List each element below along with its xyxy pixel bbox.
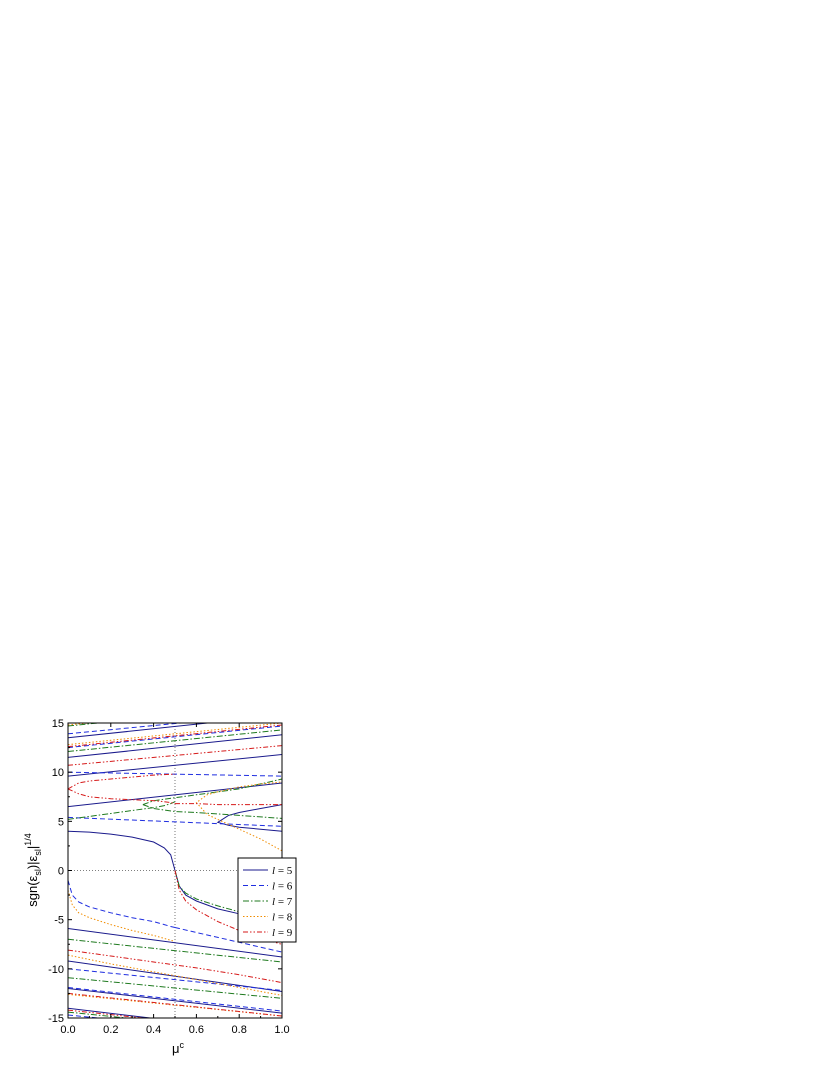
series-line-segment: [68, 1007, 155, 1018]
series-line-segment: [68, 724, 282, 748]
series-line-segment: [68, 723, 93, 726]
series-line-segment: [195, 781, 282, 852]
y-title-sub-1: sl: [33, 869, 43, 876]
x-tick-label: 1.0: [274, 1024, 289, 1036]
series-line-segment: [174, 927, 282, 953]
legend-box: [237, 857, 297, 943]
series-line-segment: [68, 745, 282, 766]
series-line-segment: [68, 725, 282, 749]
legend-label-italic: l: [272, 927, 275, 939]
y-title-sub-2: sl: [33, 849, 43, 856]
y-tick-label: -15: [48, 1013, 64, 1025]
y-title-part-2: )|ε: [25, 855, 40, 869]
series-line-segment: [68, 816, 282, 827]
x-axis-title: μc: [172, 1040, 185, 1056]
series-line-segment: [68, 723, 282, 746]
y-tick-label: -5: [54, 915, 64, 927]
y-title-part-3: |: [25, 846, 40, 849]
legend-label: l = 5: [272, 865, 293, 877]
y-tick-label: 5: [58, 816, 64, 828]
legend-label: l = 8: [272, 912, 293, 924]
y-tick-label: 0: [58, 866, 64, 878]
y-tick-label: 10: [52, 767, 64, 779]
series-line-segment: [68, 938, 282, 963]
series-line-segment: [68, 1011, 132, 1018]
legend-label-rest: = 6: [275, 881, 293, 893]
series-line-segment: [142, 804, 282, 819]
legend-label: l = 6: [272, 881, 293, 893]
series-line-segment: [68, 788, 176, 805]
legend-label-rest: = 9: [275, 927, 293, 939]
series-line-segment: [68, 830, 176, 871]
x-tick-label: 0.0: [60, 1024, 75, 1036]
series-line-segment: [68, 968, 282, 991]
x-tick-label: 0.6: [189, 1024, 204, 1036]
axis-ticks: 0.0 0.2 0.4 0.6 0.8 1.0 -15 -10 -5 0 5 10 15: [48, 718, 290, 1036]
legend-label: l = 9: [272, 927, 293, 939]
series-line-segment: [142, 778, 282, 806]
series-line-segment: [68, 723, 213, 739]
x-axis-title-main: μ: [172, 1041, 180, 1056]
series-line-segment: [68, 729, 282, 752]
y-axis-title: sgn(εsl)|εsl|1/4: [23, 833, 43, 907]
series-line-segment: [68, 1009, 148, 1018]
series-line-segment: [68, 988, 282, 1014]
legend-label-italic: l: [272, 865, 275, 877]
series-line-segment: [68, 928, 282, 958]
x-tick-label: 0.4: [146, 1024, 161, 1036]
series-line-segment: [68, 977, 282, 999]
legend-label-italic: l: [272, 896, 275, 908]
legend-label-italic: l: [272, 881, 275, 893]
series-line-segment: [68, 987, 282, 1012]
series-line-segment: [68, 773, 176, 790]
x-tick-label: 0.2: [103, 1024, 118, 1036]
legend-label-rest: = 5: [275, 865, 293, 877]
series-line-segment: [68, 954, 282, 996]
y-title-sup: 1/4: [23, 833, 33, 846]
series-line-segment: [68, 949, 282, 984]
series-line-segment: [175, 803, 282, 806]
y-tick-label: 15: [52, 718, 64, 730]
series-line-segment: [68, 880, 176, 928]
y-tick-label: -10: [48, 964, 64, 976]
legend-label-rest: = 8: [275, 912, 293, 924]
legend-label-rest: = 7: [275, 896, 293, 908]
legend-label: l = 7: [272, 896, 293, 908]
series-line-segment: [68, 890, 176, 942]
legend-label-italic: l: [272, 912, 275, 924]
series-line-segment: [216, 804, 282, 832]
legend: l = 5l = 6l = 7l = 8l = 9: [237, 857, 297, 943]
series-line-segment: [68, 801, 176, 820]
series-line-segment: [68, 992, 282, 1017]
x-tick-label: 0.8: [232, 1024, 247, 1036]
y-title-part-1: sgn(ε: [25, 875, 40, 906]
series-line-segment: [68, 734, 282, 758]
x-axis-title-sup: c: [180, 1040, 185, 1050]
